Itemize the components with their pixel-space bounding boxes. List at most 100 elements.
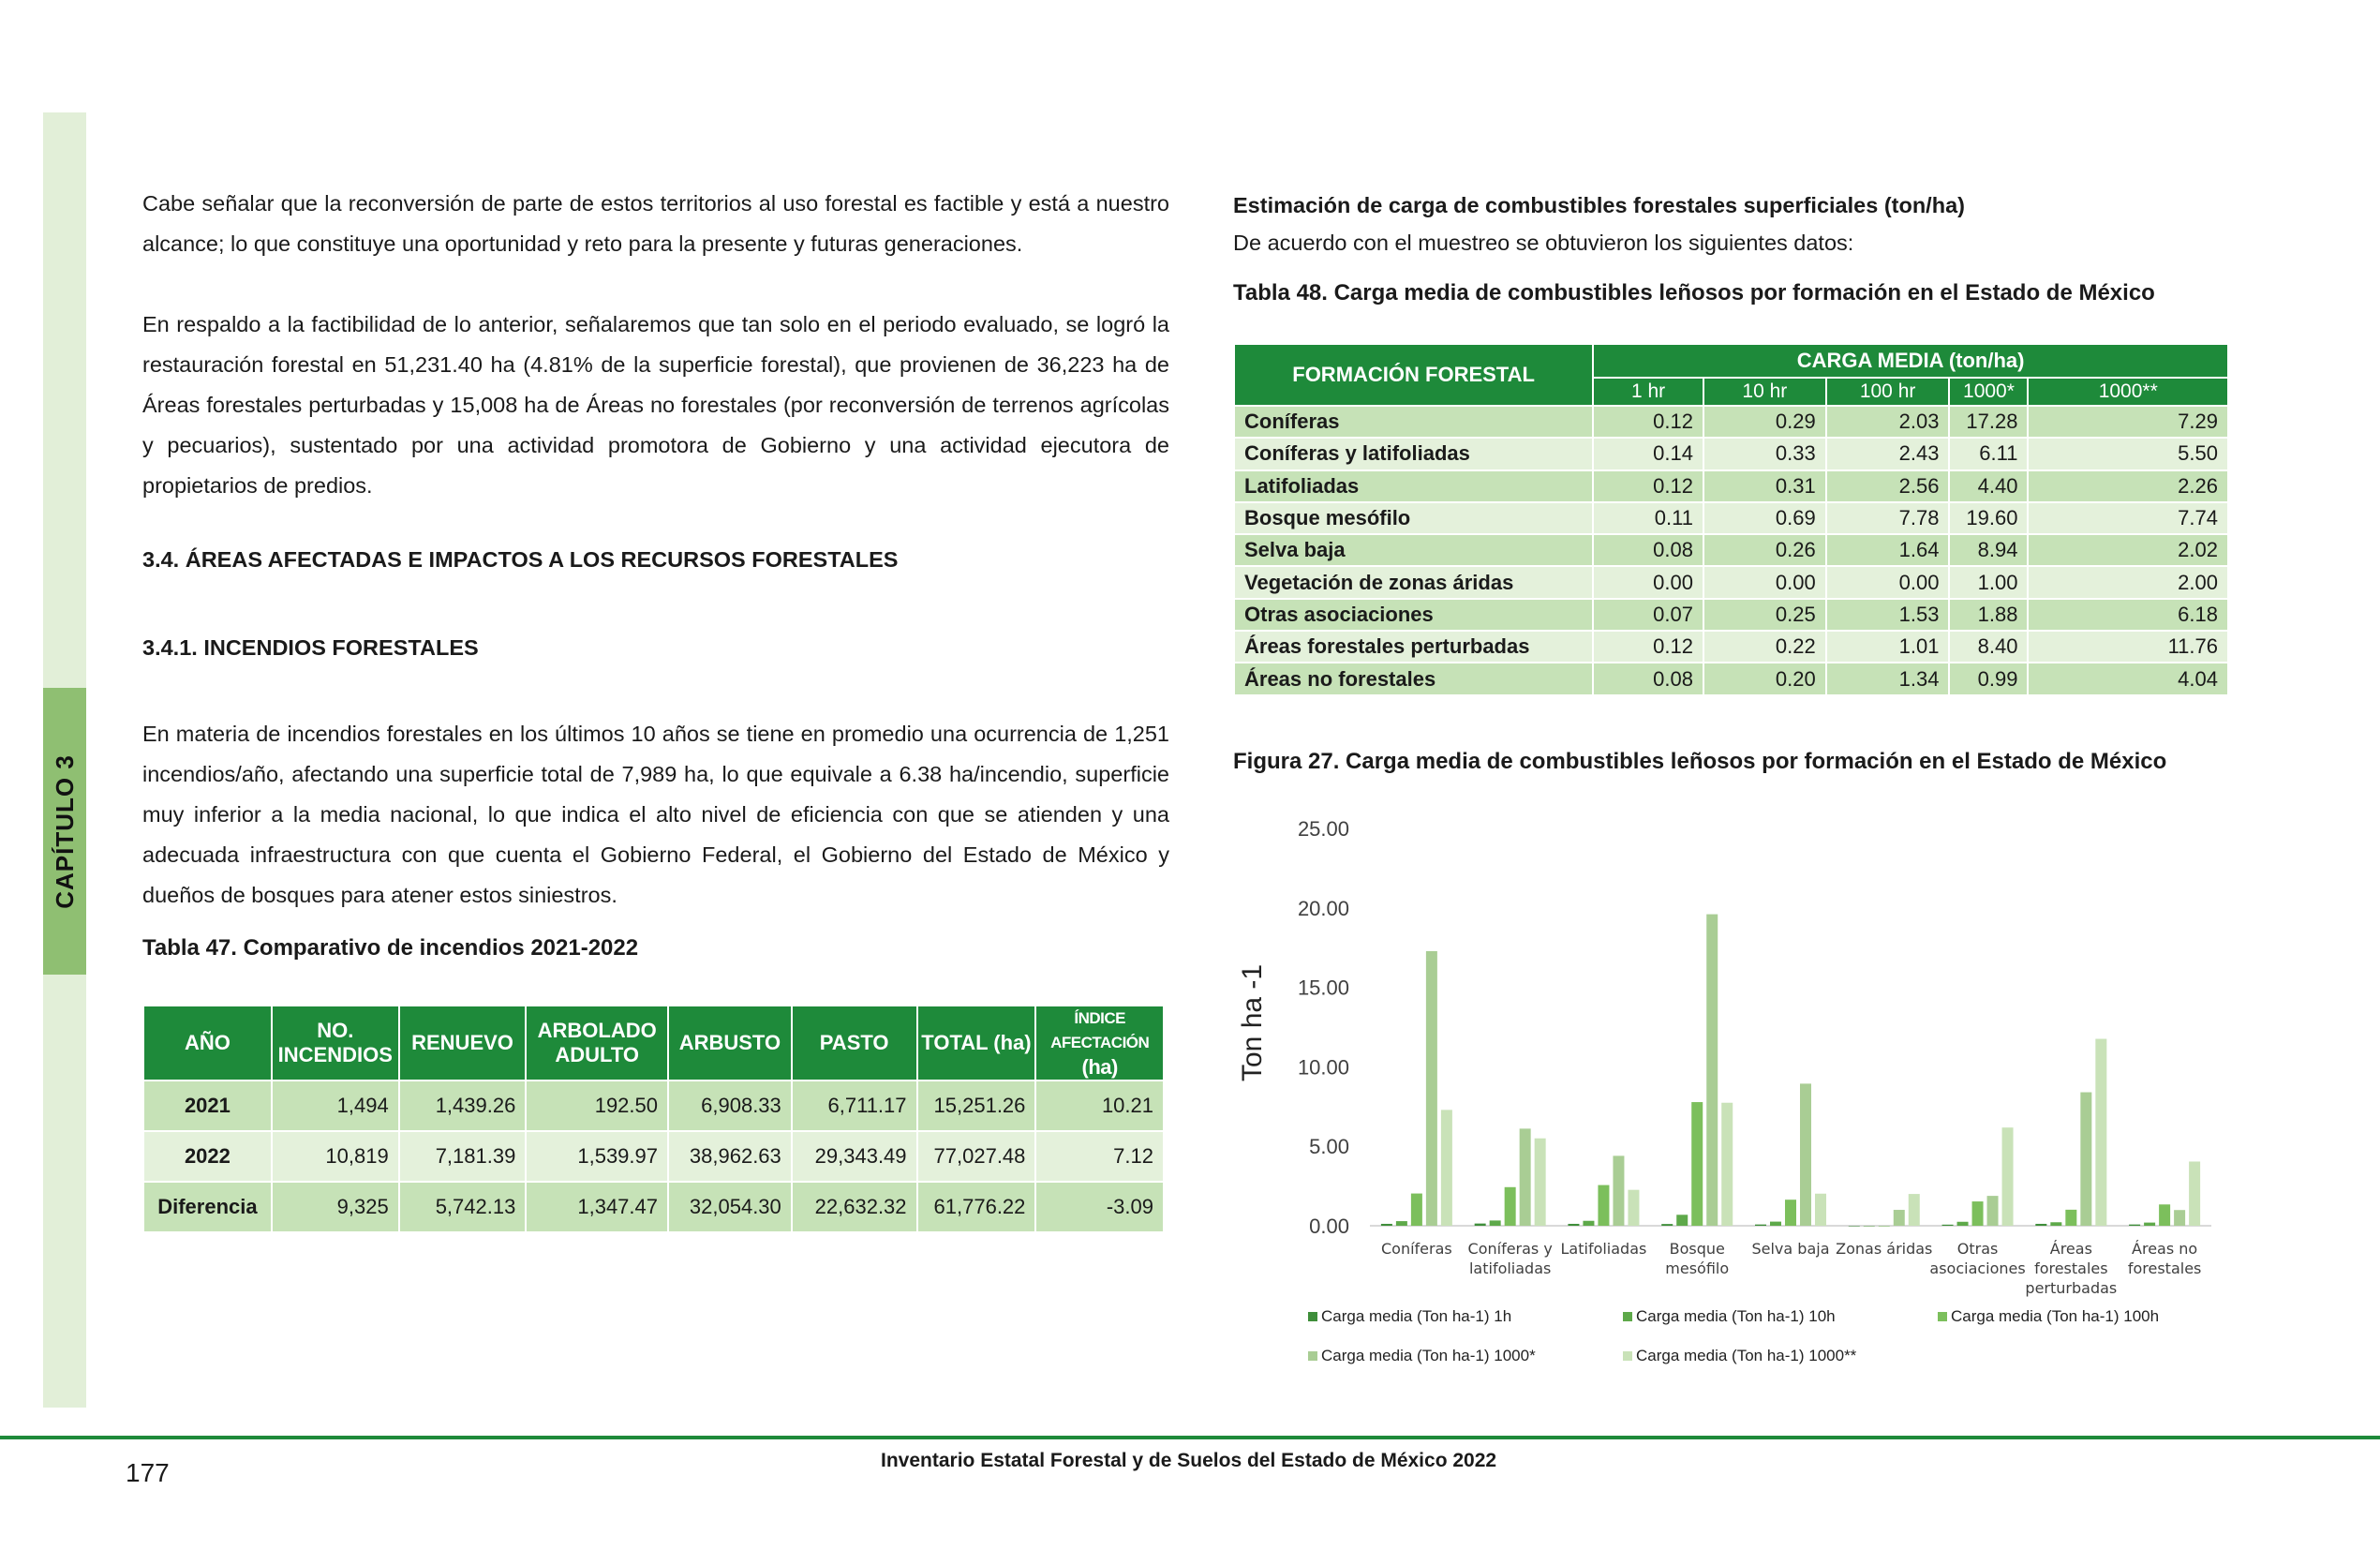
legend-swatch <box>1308 1312 1317 1321</box>
t48-cell: 0.22 <box>1702 630 1827 664</box>
t47-cell: 10,819 <box>270 1130 400 1183</box>
paragraph-1: Cabe señalar que la reconversión de part… <box>142 191 1169 256</box>
t48-cell: 2.26 <box>2027 469 2229 503</box>
chart-bar <box>1878 1226 1890 1227</box>
chart-bar <box>1908 1194 1920 1226</box>
legend-swatch <box>1623 1351 1632 1361</box>
t48-row-label: Coníferas y latifoliadas <box>1232 437 1595 471</box>
paragraph-2: En respaldo a la factibilidad de lo ante… <box>142 312 1169 498</box>
figure-27-title: Figura 27. Carga media de combustibles l… <box>1233 749 2167 774</box>
t48-cell: 7.74 <box>2027 500 2229 536</box>
t48-sub-1000a: 1000* <box>1948 377 2030 407</box>
legend-label: Carga media (Ton ha-1) 1000** <box>1636 1347 1857 1364</box>
t47-cell: 1,347.47 <box>525 1181 669 1233</box>
x-tick-label: forestales <box>2034 1259 2108 1277</box>
t47-cell: 77,027.48 <box>915 1130 1037 1183</box>
t48-cell: 0.20 <box>1702 662 1827 696</box>
chart-bar <box>1785 1200 1796 1226</box>
t47-header-indice-l2: (ha) <box>1081 1055 1119 1079</box>
t48-cell: 6.18 <box>2027 597 2229 633</box>
t47-header-arbusto: ARBUSTO <box>667 1005 793 1081</box>
chart-bar <box>1863 1226 1875 1227</box>
chart-bar <box>2080 1092 2092 1226</box>
t47-cell: 61,776.22 <box>915 1181 1037 1233</box>
chart-bar <box>2001 1127 2014 1226</box>
x-tick-label: Bosque <box>1670 1240 1725 1258</box>
x-tick-label: Coníferas <box>1381 1240 1452 1258</box>
t48-cell: 0.12 <box>1592 404 1704 440</box>
t48-cell: 0.07 <box>1592 597 1704 633</box>
chart-bar <box>1815 1193 1826 1226</box>
t47-header-indice: ÍNDICE AFECTACIÓN (ha) <box>1034 1005 1165 1081</box>
t47-cell: 7.12 <box>1034 1130 1165 1183</box>
x-tick-label: Áreas <box>2050 1240 2092 1258</box>
chart-bar <box>2189 1161 2201 1226</box>
t48-cell: 0.29 <box>1702 404 1827 440</box>
table-row: Áreas no forestales 0.08 0.20 1.34 0.99 4.04 <box>1232 662 2229 696</box>
legend-label: Carga media (Ton ha-1) 100h <box>1951 1307 2159 1325</box>
t48-cell: 0.08 <box>1592 662 1704 696</box>
t48-cell: 0.12 <box>1592 469 1704 503</box>
t47-header-total: TOTAL (ha) <box>915 1005 1037 1081</box>
t48-cell: 0.31 <box>1702 469 1827 503</box>
t48-cell: 19.60 <box>1948 500 2030 536</box>
chart-bar <box>1489 1220 1501 1226</box>
chart-bar <box>2174 1210 2186 1226</box>
x-tick-label: forestales <box>2128 1259 2202 1277</box>
chapter-label: CAPÍTULO 3 <box>50 753 79 909</box>
t48-cell: 1.34 <box>1824 662 1951 696</box>
t48-cell: 7.78 <box>1824 500 1951 536</box>
t48-row-label: Áreas forestales perturbadas <box>1232 630 1595 664</box>
t48-cell: 0.11 <box>1592 500 1704 536</box>
table-row: Bosque mesófilo 0.11 0.69 7.78 19.60 7.74 <box>1232 500 2229 536</box>
t48-cell: 0.69 <box>1702 500 1827 536</box>
t47-cell: 2022 <box>142 1130 273 1183</box>
legend-swatch <box>1938 1312 1947 1321</box>
table-row: 2022 10,819 7,181.39 1,539.97 38,962.63 … <box>142 1130 1165 1183</box>
figure-27-title-wrap: Figura 27. Carga media de combustibles l… <box>1233 748 2264 776</box>
t48-cell: 1.53 <box>1824 597 1951 633</box>
t48-cell: 4.04 <box>2027 662 2229 696</box>
t48-cell: 8.40 <box>1948 630 2030 664</box>
t48-row-label: Áreas no forestales <box>1232 662 1595 696</box>
legend-label: Carga media (Ton ha-1) 10h <box>1636 1307 1836 1325</box>
chart-bar <box>1848 1226 1860 1227</box>
t48-cell: 0.25 <box>1702 597 1827 633</box>
t47-header-ano: AÑO <box>142 1005 273 1081</box>
table-48-title: Tabla 48. Carga media de combustibles le… <box>1233 280 2155 306</box>
chart-bar <box>2129 1224 2141 1226</box>
x-tick-label: Coníferas y <box>1468 1240 1553 1258</box>
chart-bar <box>1534 1138 1546 1226</box>
x-tick-label: latifoliadas <box>1469 1259 1551 1277</box>
chart-bar <box>1755 1224 1766 1226</box>
chart-bar <box>1598 1185 1610 1226</box>
chart-bar <box>1676 1215 1688 1226</box>
t48-cell: 6.11 <box>1948 437 2030 471</box>
t48-row-label: Otras asociaciones <box>1232 597 1595 633</box>
chart-bar <box>1425 950 1437 1226</box>
legend-swatch <box>1623 1312 1632 1321</box>
y-axis-label: Ton ha -1 <box>1237 964 1268 1081</box>
t47-cell: 38,962.63 <box>667 1130 793 1183</box>
t47-cell: 15,251.26 <box>915 1080 1037 1132</box>
t48-cell: 1.88 <box>1948 597 2030 633</box>
t48-cell: 0.08 <box>1592 533 1704 568</box>
x-tick-label: mesófilo <box>1665 1259 1729 1277</box>
t48-cell: 11.76 <box>2027 630 2229 664</box>
left-column: Cabe señalar que la reconversión de part… <box>142 184 1169 962</box>
t48-header-carga: CARGA MEDIA (ton/ha) <box>1592 343 2229 379</box>
right-heading: Estimación de carga de combustibles fore… <box>1233 193 1965 217</box>
table-48: FORMACIÓN FORESTAL CARGA MEDIA (ton/ha) … <box>1232 343 2229 696</box>
t47-cell: 29,343.49 <box>790 1130 918 1183</box>
chart-bar <box>1971 1201 1984 1226</box>
chart-bar <box>1721 1102 1733 1226</box>
chart-bar <box>2159 1204 2171 1226</box>
page-number: 177 <box>126 1458 170 1487</box>
table-row: Latifoliadas 0.12 0.31 2.56 4.40 2.26 <box>1232 469 2229 503</box>
t48-cell: 5.50 <box>2027 437 2229 471</box>
chart-bar <box>1474 1223 1486 1226</box>
t47-cell: 1,494 <box>270 1080 400 1132</box>
chart-bar <box>1956 1221 1969 1226</box>
t48-sub-1000b: 1000** <box>2027 377 2229 407</box>
t48-cell: 2.56 <box>1824 469 1951 503</box>
